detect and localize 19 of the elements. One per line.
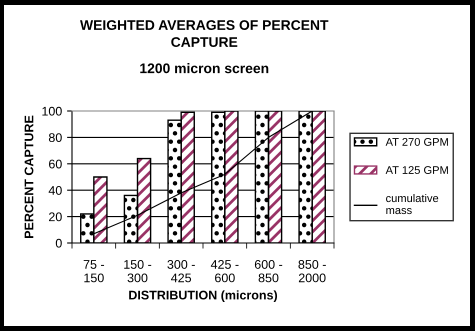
chart-title: WEIGHTED AVERAGES OF PERCENT CAPTURE	[80, 20, 328, 47]
y-tick-label: 60	[49, 160, 62, 168]
y-tick-label: 100	[42, 106, 62, 116]
x-axis-title: DISTRIBUTION (microns)	[129, 290, 278, 302]
legend-label: AT 125 GPM	[386, 166, 448, 174]
legend-label: cumulative mass	[386, 194, 438, 214]
chart-subtitle: 1200 micron screen	[140, 63, 268, 74]
y-tick-label: 0	[56, 238, 62, 248]
y-tick-label: 80	[48, 133, 62, 142]
y-tick-label: 40	[48, 186, 62, 195]
y-axis-title: PERCENT CAPTURE	[24, 116, 34, 238]
y-tick-label: 20	[49, 212, 62, 222]
x-tick-label: 850 - 2000	[298, 260, 326, 282]
legend-label: AT 270 GPM	[386, 138, 448, 146]
x-tick-label: 75 - 150	[84, 260, 104, 282]
x-tick-label: 600 - 850	[254, 260, 282, 282]
x-tick-label: 300 - 425	[167, 260, 195, 282]
x-tick-label: 425 - 600	[210, 260, 239, 282]
x-tick-label: 150 - 300	[124, 260, 152, 282]
